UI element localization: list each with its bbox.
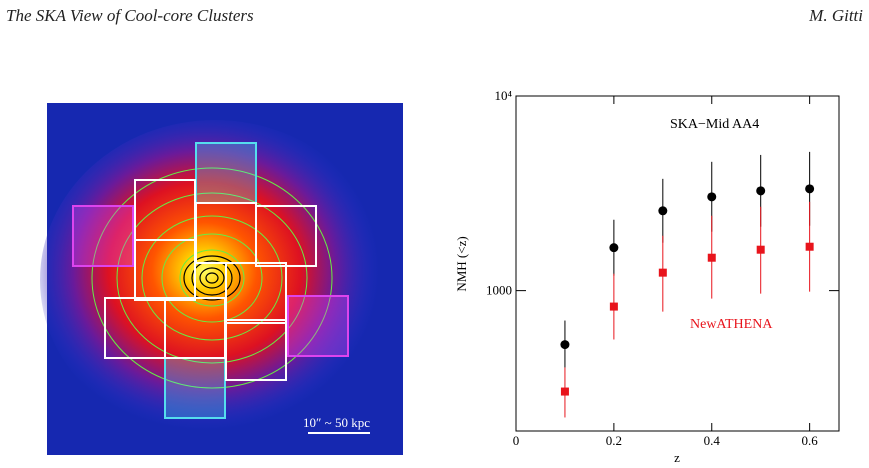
x-tick-label: 0.2	[606, 433, 622, 448]
point	[707, 192, 717, 202]
cluster-image: 10″ ~ 50 kpc	[40, 103, 403, 455]
point	[658, 206, 668, 216]
point	[609, 302, 618, 311]
point	[658, 268, 667, 277]
x-tick-label: 0.6	[802, 433, 819, 448]
x-tick-label: 0.4	[704, 433, 721, 448]
series-label: SKA−Mid AA4	[670, 117, 759, 132]
plot-frame	[515, 95, 840, 432]
point	[756, 245, 765, 254]
chart: z NMH (<z) 0 0.2 0.4 0.6 1000 10⁴ SKA−Mid AA4 N…	[454, 88, 840, 465]
y-axis-label: NMH (<z)	[454, 236, 469, 291]
x-tick-label: 0	[513, 433, 520, 448]
point	[609, 243, 619, 253]
point	[560, 340, 570, 350]
point	[805, 242, 814, 251]
x-axis-label: z	[674, 450, 680, 465]
scale-label: 10″ ~ 50 kpc	[303, 415, 370, 430]
series-label: NewATHENA	[690, 317, 773, 332]
running-title: The SKA View of Cool-core Clusters	[6, 6, 254, 25]
running-author: M. Gitti	[809, 6, 863, 25]
y-tick-label: 1000	[486, 283, 512, 298]
y-tick-label: 10⁴	[494, 88, 512, 103]
point	[756, 186, 766, 196]
point	[805, 184, 815, 194]
point	[560, 387, 569, 396]
point	[707, 253, 716, 262]
